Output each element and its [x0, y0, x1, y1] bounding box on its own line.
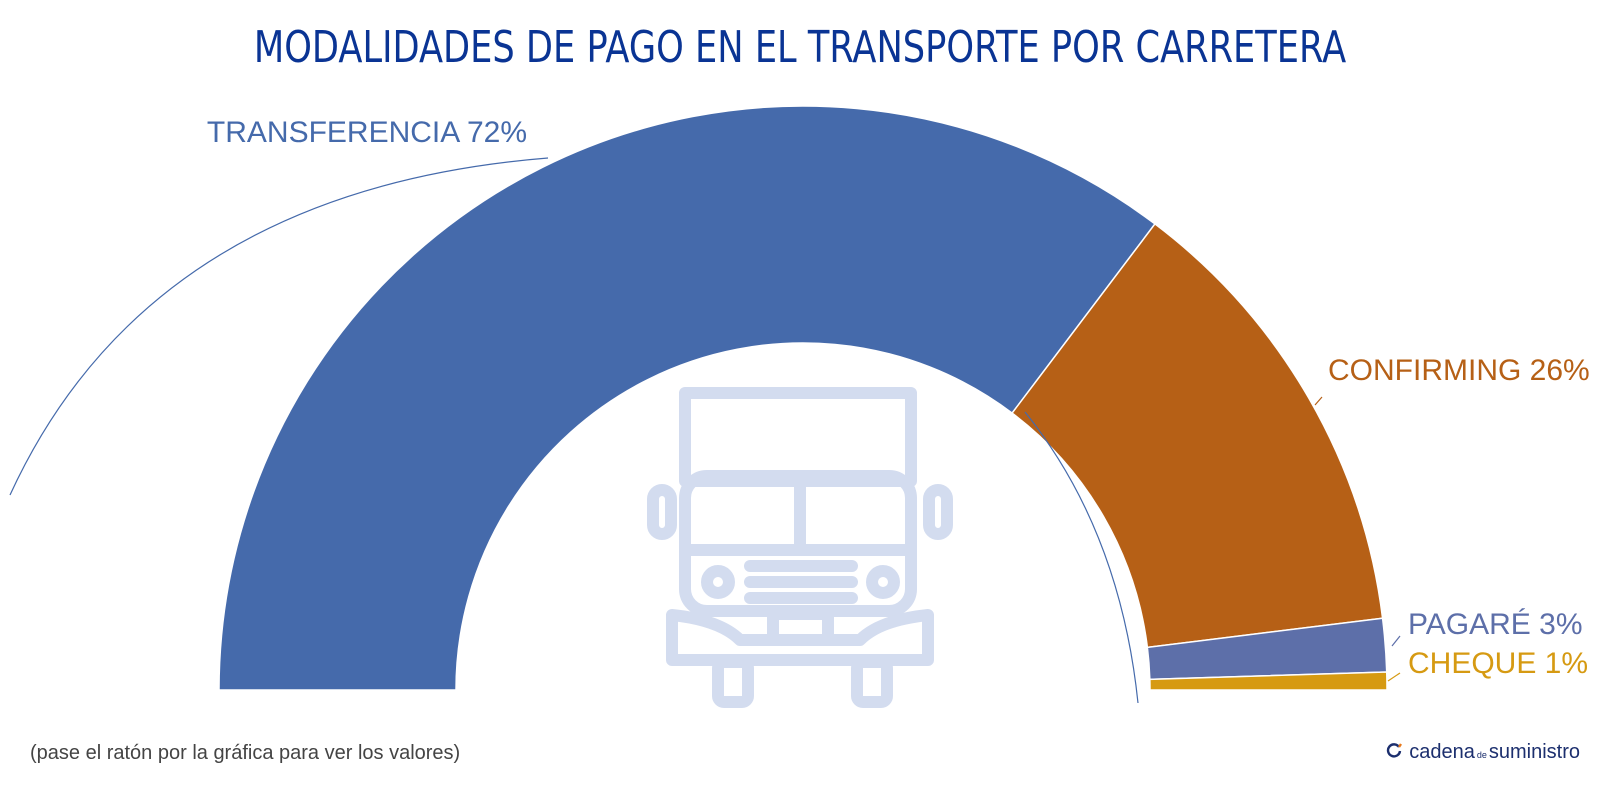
brand-part2: de [1476, 750, 1487, 760]
slice-label-transferencia: TRANSFERENCIA 72% [207, 116, 527, 149]
leader-transferencia [9, 157, 549, 496]
leader-pagare [1391, 635, 1401, 647]
chart-title: MODALIDADES DE PAGO EN EL TRANSPORTE POR… [253, 22, 1347, 73]
slice-transferencia[interactable] [218, 105, 1156, 691]
slice-confirming[interactable] [1011, 222, 1384, 649]
brand-logo: cadena de suministro [1386, 741, 1580, 764]
brand-part1: cadena [1409, 741, 1475, 763]
slice-cheque[interactable] [1149, 671, 1388, 691]
leader-inner [1024, 411, 1139, 704]
slice-label-confirming: CONFIRMING 26% [1328, 354, 1590, 387]
slice-label-cheque: CHEQUE 1% [1408, 647, 1588, 680]
leader-confirming [1314, 396, 1323, 406]
slice-label-pagaré: PAGARÉ 3% [1408, 608, 1583, 641]
hover-hint: (pase el ratón por la gráfica para ver l… [30, 742, 461, 764]
truck-icon [647, 387, 953, 708]
refresh-circle-icon [1387, 743, 1403, 758]
brand-part3: suministro [1488, 741, 1580, 763]
leader-cheque [1387, 672, 1401, 682]
